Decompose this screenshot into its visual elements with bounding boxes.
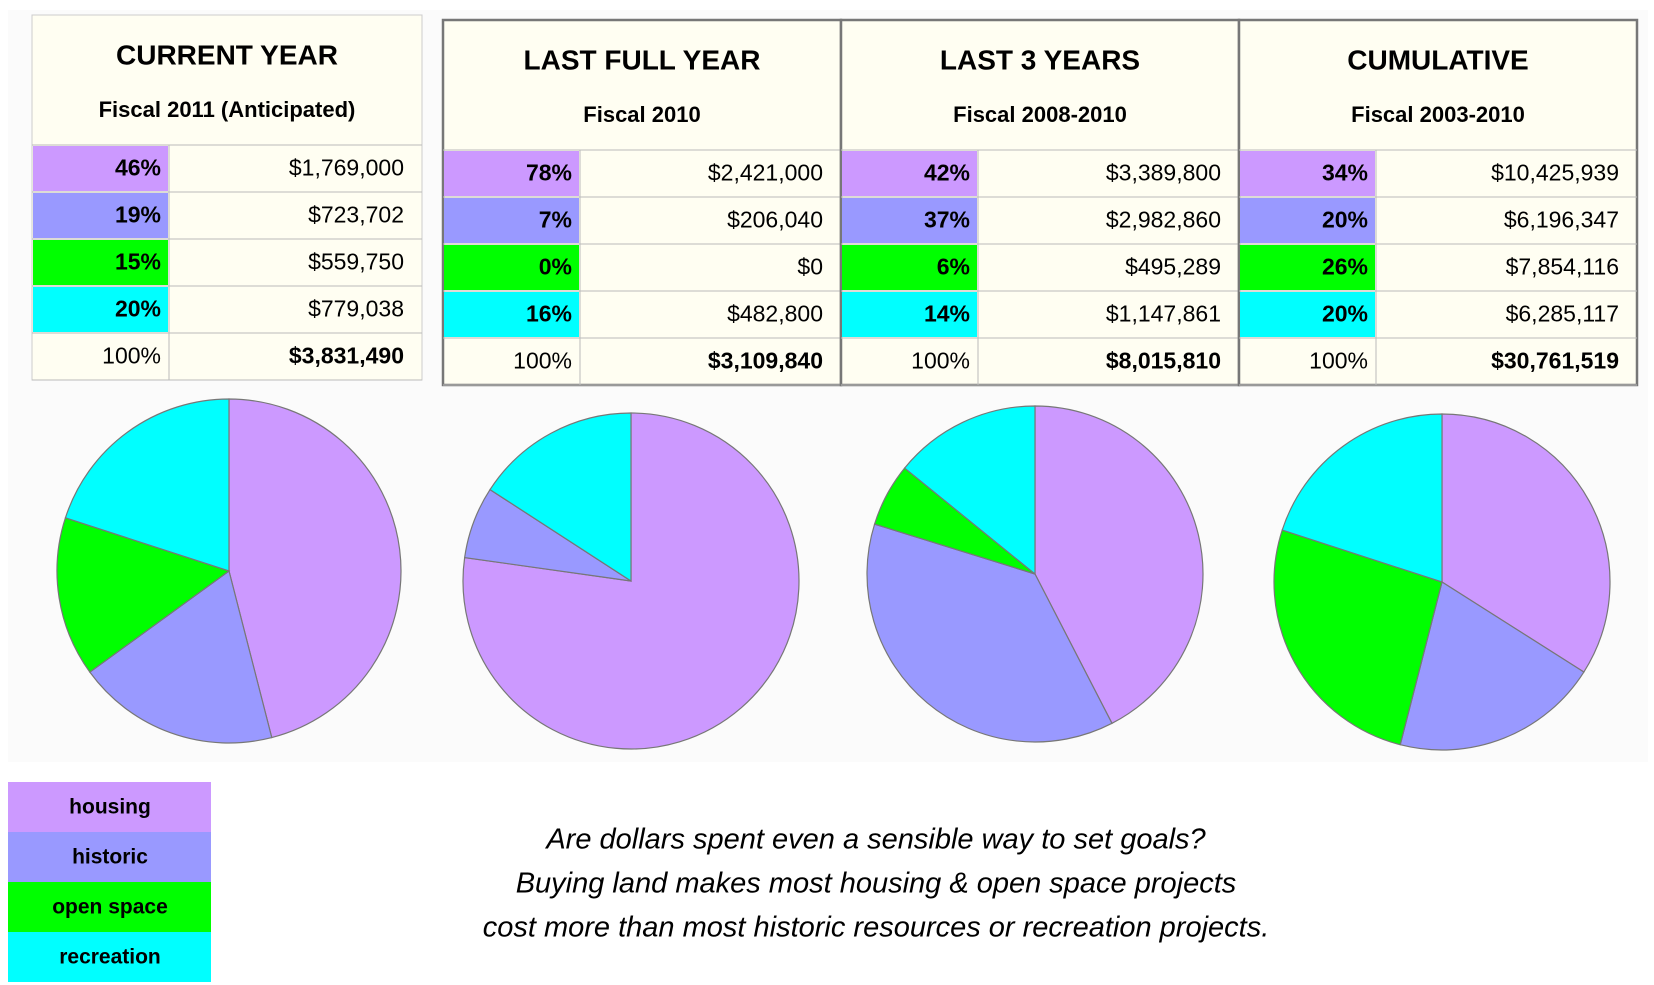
percent-label: 78%	[526, 160, 572, 186]
amount: $2,982,860	[1106, 207, 1221, 233]
total-percent: 100%	[513, 348, 572, 374]
caption-line: cost more than most historic resources o…	[483, 912, 1270, 944]
amount: $482,800	[727, 301, 823, 327]
percent-label: 0%	[539, 254, 572, 280]
amount: $2,421,000	[708, 160, 823, 186]
percent-cell	[33, 146, 168, 191]
caption-line: Buying land makes most housing & open sp…	[516, 868, 1237, 900]
total-amount: $8,015,810	[1106, 348, 1221, 374]
panel-title: LAST 3 YEARS	[940, 44, 1140, 75]
panel-title: CURRENT YEAR	[116, 39, 338, 70]
percent-cell	[444, 198, 579, 243]
percent-label: 14%	[924, 301, 970, 327]
legend-label: historic	[72, 846, 148, 869]
percent-cell	[842, 151, 977, 196]
amount: $723,702	[308, 202, 404, 228]
amount: $0	[797, 254, 823, 280]
legend-swatch	[8, 832, 211, 882]
legend-label: recreation	[59, 946, 161, 969]
percent-label: 37%	[924, 207, 970, 233]
amount: $3,389,800	[1106, 160, 1221, 186]
percent-cell	[33, 240, 168, 285]
pie-wedge	[462, 412, 800, 750]
legend-swatch	[8, 932, 211, 982]
pie-wedge	[1273, 529, 1443, 746]
amount: $7,854,116	[1506, 254, 1619, 280]
percent-cell	[444, 245, 579, 290]
legend-swatch	[8, 882, 211, 932]
amount: $6,285,117	[1506, 301, 1619, 327]
percent-label: 42%	[924, 160, 970, 186]
panel-subtitle: Fiscal 2008-2010	[953, 102, 1127, 127]
amount: $495,289	[1125, 254, 1221, 280]
pie-wedge	[1281, 413, 1443, 583]
panel-subtitle: Fiscal 2011 (Anticipated)	[99, 97, 356, 122]
percent-cell	[1240, 198, 1375, 243]
pie-wedge	[866, 523, 1113, 743]
percent-label: 6%	[937, 254, 970, 280]
percent-label: 20%	[1322, 301, 1368, 327]
pie-wedge	[1399, 581, 1585, 751]
percent-label: 26%	[1322, 254, 1368, 280]
percent-cell	[842, 245, 977, 290]
panel-subtitle: Fiscal 2010	[583, 102, 700, 127]
pie-wedge	[89, 569, 273, 744]
percent-cell	[444, 292, 579, 337]
pie-wedge	[903, 405, 1036, 576]
pie-wedge	[489, 412, 632, 583]
percent-label: 34%	[1322, 160, 1368, 186]
total-amount: $30,761,519	[1491, 348, 1619, 374]
percent-cell	[444, 151, 579, 196]
percent-cell	[33, 193, 168, 238]
total-amount: $3,831,490	[289, 343, 404, 369]
total-percent: 100%	[1309, 348, 1368, 374]
pie-wedge	[64, 398, 230, 572]
percent-label: 20%	[1322, 207, 1368, 233]
total-percent: 100%	[911, 348, 970, 374]
percent-cell	[842, 292, 977, 337]
percent-label: 16%	[526, 301, 572, 327]
pie-wedge	[228, 398, 402, 739]
percent-label: 19%	[115, 202, 161, 228]
amount: $559,750	[308, 249, 404, 275]
percent-cell	[33, 287, 168, 332]
percent-cell	[1240, 151, 1375, 196]
legend-label: open space	[52, 896, 168, 919]
panel-subtitle: Fiscal 2003-2010	[1351, 102, 1525, 127]
percent-cell	[1240, 292, 1375, 337]
amount: $206,040	[727, 207, 823, 233]
total-percent: 100%	[102, 343, 161, 369]
amount: $779,038	[308, 296, 404, 322]
percent-label: 15%	[115, 249, 161, 275]
caption-line: Are dollars spent even a sensible way to…	[544, 824, 1206, 856]
amount: $1,769,000	[289, 155, 404, 181]
pie-wedge	[1441, 413, 1611, 673]
legend-swatch	[8, 782, 211, 832]
percent-label: 20%	[115, 296, 161, 322]
percent-cell	[1240, 245, 1375, 290]
panel-title: CUMULATIVE	[1347, 44, 1528, 75]
percent-label: 46%	[115, 155, 161, 181]
panel-title: LAST FULL YEAR	[524, 44, 761, 75]
amount: $10,425,939	[1491, 160, 1619, 186]
pie-wedge	[56, 517, 231, 673]
percent-cell	[842, 198, 977, 243]
pie-wedge	[1034, 405, 1204, 725]
amount: $1,147,861	[1106, 301, 1221, 327]
legend-label: housing	[69, 796, 151, 819]
amount: $6,196,347	[1504, 207, 1619, 233]
total-amount: $3,109,840	[708, 348, 823, 374]
percent-label: 7%	[539, 207, 572, 233]
